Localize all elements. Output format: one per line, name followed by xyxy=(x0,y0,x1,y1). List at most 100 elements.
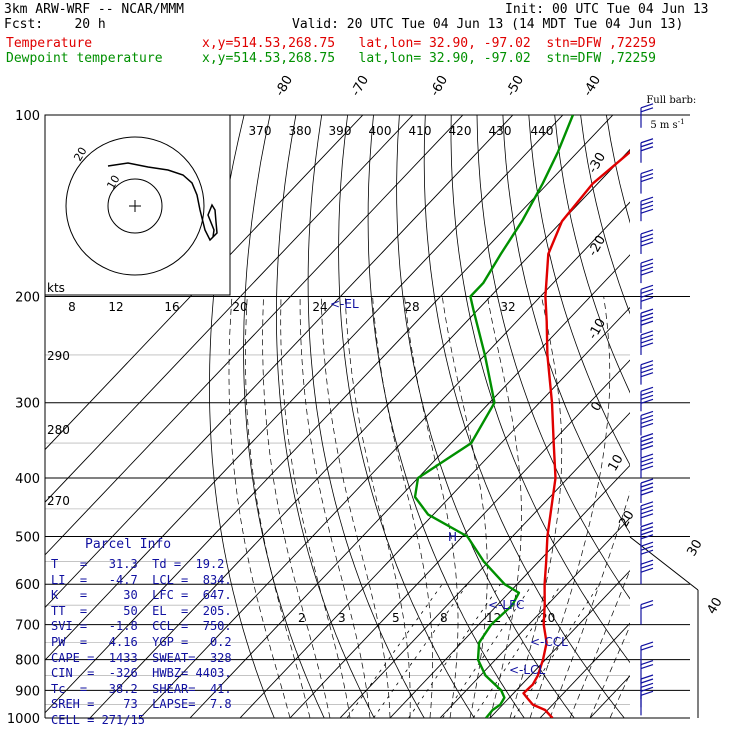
wind-barb-flag xyxy=(640,394,654,400)
wind-barb-flag xyxy=(640,513,654,519)
mixing-ratio-label: 8 xyxy=(440,611,448,625)
moist-adiabat-line xyxy=(280,296,351,718)
isotherm-line xyxy=(45,115,364,451)
wind-barb-flag xyxy=(640,659,654,666)
dry-adiabat-line xyxy=(554,115,630,394)
hodograph-trace xyxy=(107,162,218,242)
mixing-ratio-line xyxy=(373,583,468,718)
isotherm-label: -80 xyxy=(272,73,296,99)
parcel-info-row: SVI = -1.8 CCL = 750. xyxy=(51,619,232,634)
wind-barb-flag xyxy=(640,262,654,268)
hodograph-ring xyxy=(107,178,163,234)
wind-barb-flag xyxy=(640,173,654,179)
wind-barb xyxy=(640,501,654,526)
wind-barb xyxy=(640,541,654,567)
wind-barb-flag xyxy=(640,103,654,109)
theta-e-label: 440 xyxy=(531,124,554,138)
wind-barb-flag xyxy=(640,418,654,425)
wind-barb-flag xyxy=(640,545,654,551)
wind-barb-flag xyxy=(640,229,654,235)
wind-barb xyxy=(640,522,654,547)
hodograph-box xyxy=(44,114,231,296)
wind-barb-flag xyxy=(640,208,654,214)
dry-adiabat-line xyxy=(710,115,740,718)
isotherm-label: -10 xyxy=(585,316,609,342)
hodograph-speed-label: 32 xyxy=(500,300,515,314)
init-time: Init: 00 UTC Tue 04 Jun 13 xyxy=(505,2,709,17)
hodograph-speed-label: 8 xyxy=(68,300,76,314)
wind-barb-flag xyxy=(640,342,654,348)
mixing-ratio-label: 5 xyxy=(392,611,400,625)
dewpoint-location: x,y=514.53,268.75 lat,lon= 32.90, -97.02… xyxy=(202,51,656,66)
wind-barb-flag xyxy=(640,559,654,565)
pressure-tick-label: 600 xyxy=(15,578,40,593)
moist-adiabat-line xyxy=(509,296,563,718)
pressure-tick-label: 300 xyxy=(15,397,40,412)
wind-barb-flag xyxy=(640,445,654,451)
isotherm-label: 0 xyxy=(588,399,605,414)
wind-barb-flag xyxy=(640,541,654,547)
wind-barb-flag xyxy=(640,390,654,396)
valid-time: Valid: 20 UTC Tue 04 Jun 13 (14 MDT Tue … xyxy=(292,17,684,32)
isotherm-label: -50 xyxy=(503,73,527,99)
wind-barb-flag xyxy=(640,490,654,496)
mixing-ratio-line xyxy=(346,583,443,718)
isotherm-line xyxy=(589,675,630,718)
lfc-marker: <-LFC xyxy=(488,598,524,612)
parcel-info-row: CAPE = 1433 SWEAT= 328 xyxy=(51,650,232,665)
theta-label: 270 xyxy=(47,494,70,508)
wind-barb-flag xyxy=(640,641,654,647)
isotherm-line xyxy=(45,115,414,503)
moist-adiabat-line xyxy=(299,296,371,718)
wind-barb-flag xyxy=(640,146,654,152)
wind-barb-flag xyxy=(640,169,654,175)
barb-note-exponent: -1 xyxy=(677,118,685,126)
isotherm-line xyxy=(389,464,630,718)
temperature-profile-line xyxy=(522,150,630,718)
theta-e-label: 370 xyxy=(249,124,272,138)
wind-barb-flag xyxy=(640,505,654,511)
wind-barb-flag xyxy=(640,296,654,302)
moist-adiabat-line xyxy=(569,569,630,718)
wind-barb-flag xyxy=(640,338,654,344)
isotherm-label: 10 xyxy=(605,452,626,474)
dry-adiabat-line xyxy=(307,115,425,718)
wind-barb-flag xyxy=(640,320,654,326)
pressure-tick-label: 700 xyxy=(15,619,40,634)
wind-barb-flag xyxy=(640,433,654,439)
wind-barb-flag xyxy=(640,288,654,294)
isotherm-label: -70 xyxy=(348,73,372,99)
wind-barb xyxy=(640,659,654,685)
theta-label: 280 xyxy=(47,423,70,437)
isotherm-line xyxy=(489,569,630,718)
wind-barb-flag xyxy=(640,233,654,239)
wind-barb-flag xyxy=(640,461,654,467)
lcl-marker: <-LCL xyxy=(509,663,545,677)
moist-adiabat-line xyxy=(262,296,331,718)
isotherm-line xyxy=(139,201,630,718)
wind-barb-flag xyxy=(640,465,654,471)
barb-note-line1: Full barb: xyxy=(646,95,697,106)
hodograph-unit-label: kts xyxy=(47,281,65,295)
wind-barb-flag xyxy=(640,204,654,210)
dry-adiabat-line xyxy=(528,115,630,466)
hodograph-speed-label: 20 xyxy=(232,300,247,314)
wind-barb-flag xyxy=(640,360,654,366)
wind-barb-flag xyxy=(640,241,654,247)
parcel-info-row: T = 31.3 Td = 19.2 xyxy=(51,557,225,571)
wind-barb xyxy=(640,559,654,585)
isotherm-line xyxy=(239,306,630,718)
wind-barb xyxy=(640,433,654,458)
wind-barb-flag xyxy=(640,316,654,322)
wind-barb-flag xyxy=(640,372,654,378)
parcel-info-row: CELL = 271/15 xyxy=(51,713,145,727)
wind-barb-flag xyxy=(640,312,654,318)
moist-adiabat-line xyxy=(589,625,630,718)
wind-barb-flag xyxy=(640,270,654,276)
wind-barb-flag xyxy=(640,509,654,515)
wind-barb-flag xyxy=(640,690,654,696)
wind-barb-flag xyxy=(640,200,654,206)
hodograph-speed-label: 12 xyxy=(108,300,123,314)
wind-barb xyxy=(640,453,654,479)
dry-adiabat-line xyxy=(243,115,325,718)
